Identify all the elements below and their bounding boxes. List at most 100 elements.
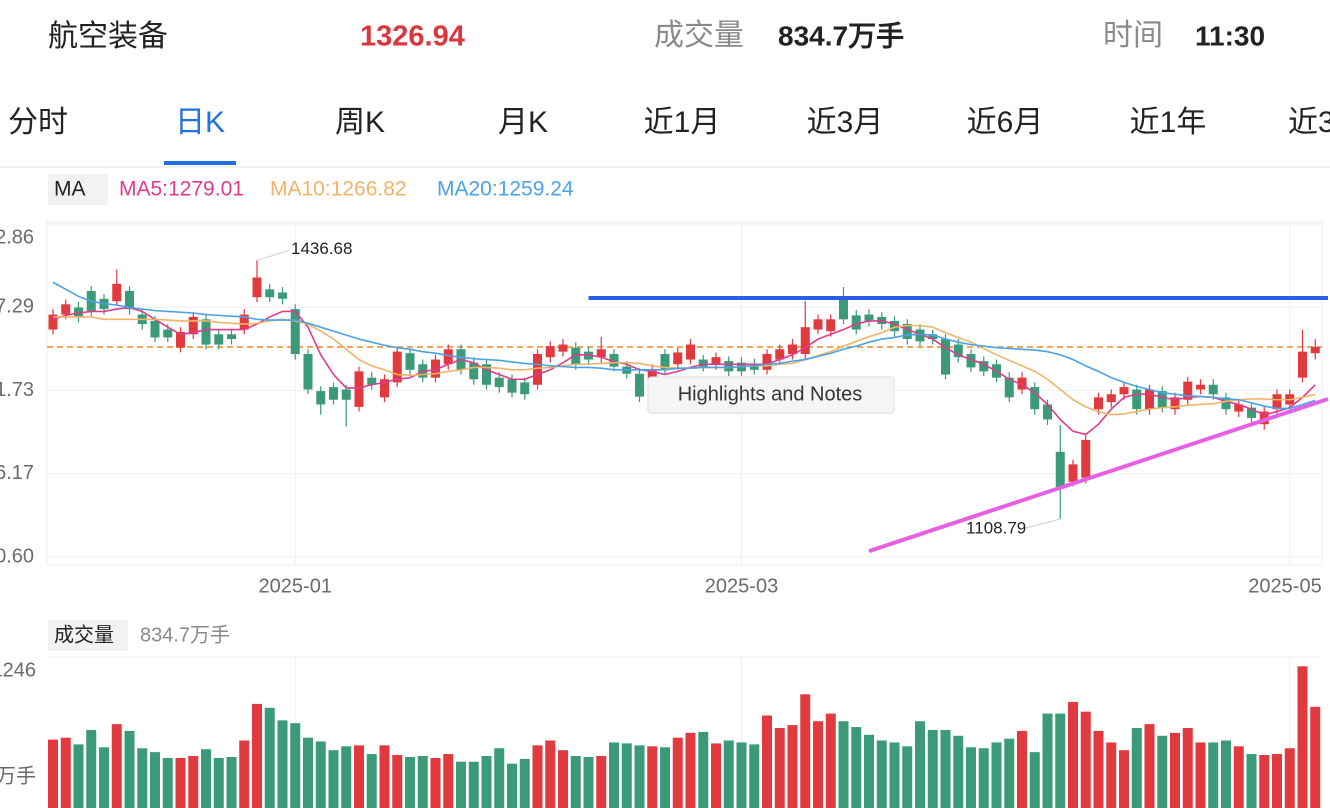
candle-body [800,327,810,355]
candle-body [1196,384,1205,390]
y-tick-label: 1271.73 [0,379,34,401]
volume-bar [226,756,237,808]
time-value: 11:30 [1195,20,1265,51]
volume-bar [328,750,339,808]
candle-body [813,319,823,330]
volume-bar [1182,728,1193,808]
x-tick-label: 2025-05 [1248,575,1321,597]
volume-value: 834.7万手 [778,20,904,51]
volume-plot: 1246 [0,656,1322,808]
volume-bar [902,746,913,808]
volume-bar [1246,754,1257,808]
volume-bar [991,742,1002,808]
candle-body [1043,404,1052,420]
volume-bar [723,740,734,808]
candle-body [902,324,912,340]
candle-body [239,314,249,330]
candle-body [520,382,530,395]
volume-bar [660,747,670,808]
volume-bar [341,746,352,808]
candle-body [1234,404,1244,412]
candle-body [112,283,122,302]
volume-bar [417,756,428,808]
candle-body [635,373,644,397]
volume-bar [456,761,466,808]
candle-body [1106,394,1116,403]
indicator-label: MA [54,178,86,201]
volume-bar [405,756,415,808]
volume-bar [558,750,568,808]
candle-body [341,389,351,400]
volume-bar [201,749,211,808]
volume-bar [124,730,135,808]
candle-body [1132,389,1142,410]
candle-body [1030,387,1040,410]
tab[interactable]: 近1年 [1130,106,1207,139]
volume-bar [481,756,492,808]
legend-entry: MA10:1266.82 [270,178,407,201]
candle-body [1017,377,1027,390]
ma-line [52,281,1316,410]
volume-bar [443,754,454,808]
tab[interactable]: 周K [335,106,385,139]
candle-body [316,391,326,405]
volume-bar [379,745,390,808]
volume-bar [864,734,874,808]
x-tick-label: 2025-03 [705,575,778,597]
volume-bar [1157,735,1168,808]
tab-bar: 分时 日K 周K 月K 近1月 近3月 近6月 近1年 近3年 [8,106,1330,165]
volume-bar [494,748,505,808]
volume-bar [468,761,479,808]
volume-bar [787,725,798,808]
time-caption: 时间 [1103,19,1163,52]
candle-body [1259,411,1269,425]
candle-body [61,304,71,315]
candle-body [839,299,848,320]
volume-bar [1272,754,1282,808]
stock-name: 航空装备 [48,20,168,53]
volume-bar [73,744,84,808]
volume-bar [1068,701,1078,808]
volume-bar [698,731,709,808]
candle-body [571,347,581,365]
volume-bar [1106,742,1117,808]
tab[interactable]: 日K [175,106,225,139]
candle-body [1170,397,1180,410]
volume-bar [978,748,989,808]
volume-bar [545,740,556,808]
volume-bar [137,748,148,808]
candle-body [1119,387,1129,395]
candle-body [1183,381,1193,400]
candle-body [966,354,976,368]
candle-body [596,349,606,358]
volume-bar [915,721,925,808]
tab[interactable]: 近6月 [967,106,1044,139]
tab[interactable]: 近3年 [1288,106,1330,139]
volume-bar [1017,730,1027,808]
candle-body [1272,394,1282,410]
price-frame [46,221,1323,566]
candle-body [1221,397,1231,410]
candle-body [864,314,874,321]
candle-body [290,309,300,355]
volume-bar [838,721,849,808]
high-leader [256,249,290,261]
active-tab-underline [164,161,236,165]
volume-bar [150,752,160,808]
volume-bar [111,724,122,808]
y-tick-label: 1377.29 [0,296,34,318]
high-label: 1436.68 [291,239,352,258]
tooltip-text: Highlights and Notes [678,383,863,405]
tab[interactable]: 近1月 [644,106,721,139]
tab[interactable]: 近3月 [807,106,884,139]
candle-body [405,353,415,370]
indicator-box[interactable] [48,174,108,205]
tab[interactable]: 月K [498,106,548,139]
tab[interactable]: 分时 [8,106,68,139]
volume-panel-value: 834.7万手 [140,623,230,646]
candle-body [1298,351,1307,378]
candle-body [176,331,185,348]
volume-bar [162,757,173,808]
volume-bar [1170,732,1180,808]
